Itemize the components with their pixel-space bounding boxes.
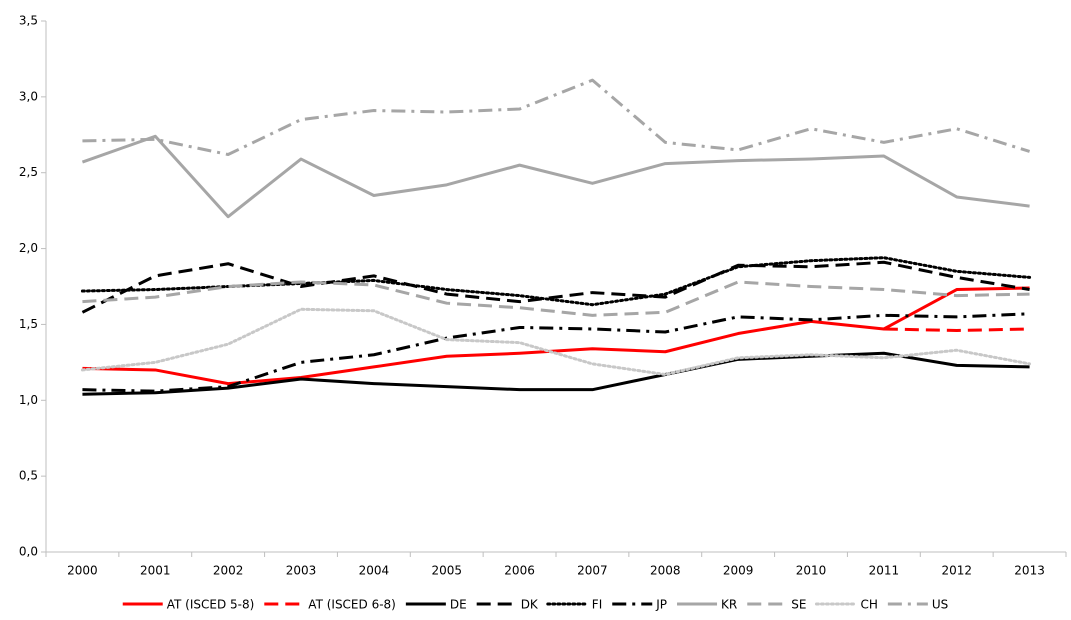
y-tick-label: 3,0	[19, 89, 38, 103]
legend-label: JP	[655, 598, 667, 612]
series-line	[883, 327, 1030, 332]
legend-label: FI	[592, 598, 602, 612]
y-tick-label: 1,5	[19, 317, 38, 331]
y-tick-label: 2,0	[19, 241, 38, 255]
x-tick-label: 2006	[504, 564, 535, 578]
x-tick-label: 2007	[577, 564, 608, 578]
x-tick-label: 2002	[213, 564, 244, 578]
x-tick-label: 2004	[359, 564, 390, 578]
y-tick-label: 3,5	[19, 14, 38, 28]
series-line	[82, 78, 1031, 157]
x-tick-label: 2005	[431, 564, 462, 578]
x-tick-label: 2003	[286, 564, 317, 578]
x-tick-label: 2000	[67, 564, 98, 578]
legend-label: SE	[791, 598, 806, 612]
x-tick-label: 2008	[650, 564, 681, 578]
x-tick-label: 2001	[140, 564, 171, 578]
x-tick-label: 2009	[723, 564, 754, 578]
series-line	[81, 260, 1030, 314]
series-line	[82, 312, 1030, 393]
legend-label: CH	[860, 598, 877, 612]
series-line	[80, 307, 1032, 376]
series-line	[82, 280, 1030, 317]
y-tick-label: 1,0	[19, 393, 38, 407]
legend-label: KR	[721, 598, 737, 612]
series-line	[82, 286, 1030, 386]
y-tick-label: 0,0	[19, 545, 38, 559]
legend-label: AT (ISCED 6-8)	[308, 598, 396, 612]
series-line	[82, 351, 1030, 396]
x-tick-label: 2013	[1014, 564, 1045, 578]
legend-label: DK	[521, 598, 539, 612]
legend-label: AT (ISCED 5-8)	[167, 598, 255, 612]
series-line	[81, 134, 1030, 219]
x-tick-label: 2012	[941, 564, 972, 578]
y-tick-label: 0,5	[19, 469, 38, 483]
x-tick-label: 2011	[869, 564, 900, 578]
legend-label: US	[932, 598, 948, 612]
legend-label: DE	[450, 598, 467, 612]
y-tick-label: 2,5	[19, 165, 38, 179]
x-tick-label: 2010	[796, 564, 827, 578]
